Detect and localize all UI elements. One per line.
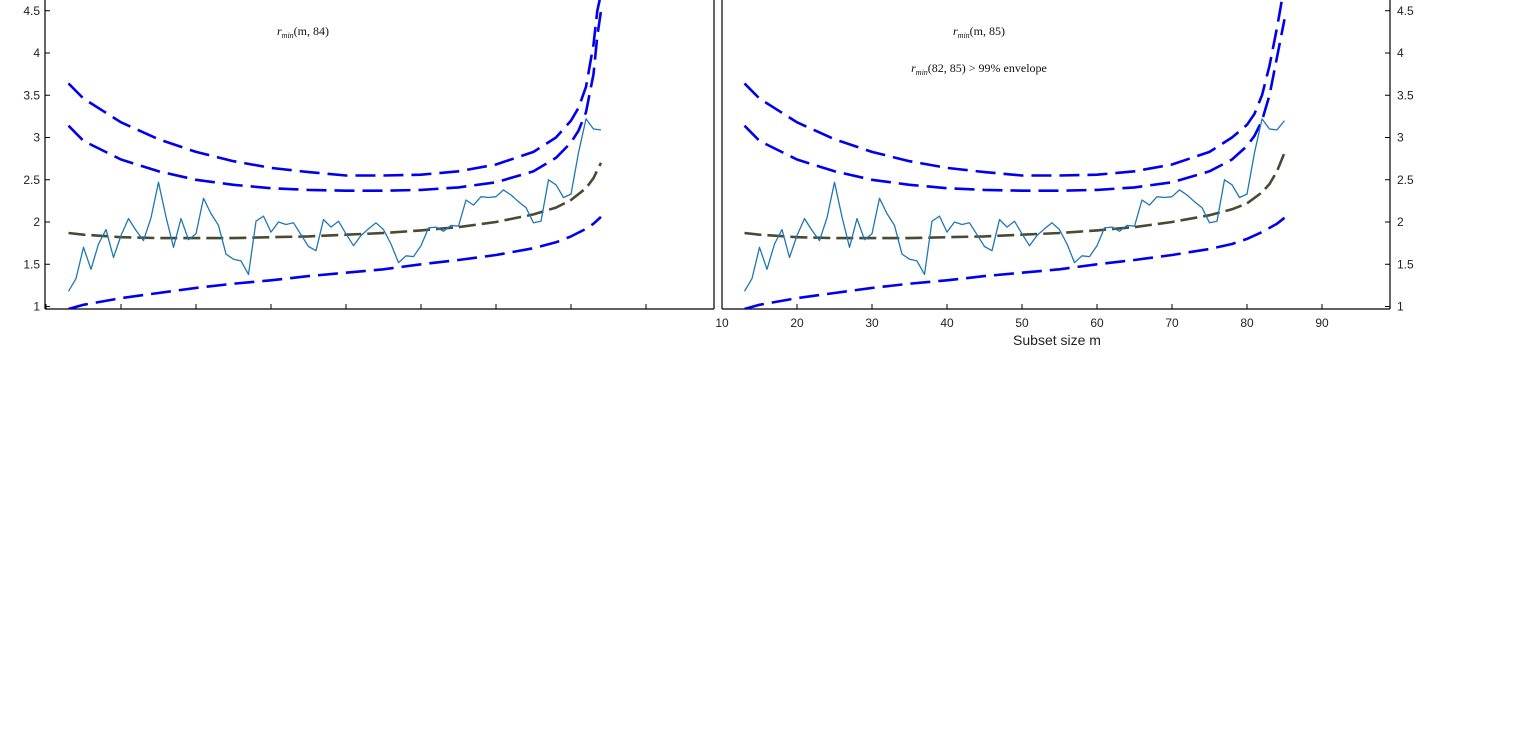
y-tick-label: 3 (1397, 131, 1404, 145)
right-panel: 1 1.5 2 2.5 3 3.5 4 4.5 10 20 30 40 50 60 70 80 90 Subset… (715, 0, 1414, 348)
x-tick-label: 10 (715, 316, 729, 330)
plot-area (67, 0, 603, 309)
axes: 1 1.5 2 2.5 3 3.5 4 4.5 (23, 0, 715, 314)
y-tick-label: 3.5 (1397, 88, 1414, 102)
envelope-series-line (744, 216, 1286, 309)
y-tick-label: 3.5 (23, 88, 40, 102)
observed-series-line (67, 118, 602, 292)
y-tick-label: 1.5 (1397, 257, 1414, 271)
y-tick-label: 1.5 (23, 257, 40, 271)
annotation-exceedance-label: rmin(82, 85) > 99% envelope (911, 61, 1047, 77)
x-axis-title: Subset size m (1013, 332, 1101, 348)
x-tick-label: 80 (1240, 316, 1254, 330)
x-tick-label: 50 (1015, 316, 1029, 330)
annotation-label: rmin(m, 85) (953, 24, 1005, 40)
annotation-label: rmin(m, 84) (277, 24, 329, 40)
left-panel: 1 1.5 2 2.5 3 3.5 4 4.5 rmin(m, 84) (23, 0, 715, 314)
plot-area (743, 0, 1286, 309)
x-tick-label: 20 (790, 316, 804, 330)
y-tick-label: 4.5 (23, 4, 40, 18)
x-tick-label: 90 (1315, 316, 1329, 330)
x-tick-label: 40 (940, 316, 954, 330)
x-tick-label: 30 (865, 316, 879, 330)
envelope-series-line (67, 10, 603, 192)
y-tick-label: 2 (1397, 215, 1404, 229)
median-series-line (744, 152, 1286, 240)
y-tick-label: 2.5 (23, 173, 40, 187)
y-tick-label: 3 (33, 131, 40, 145)
y-tick-label: 2 (33, 215, 40, 229)
envelope-series-line (743, 0, 1284, 177)
y-tick-label: 1 (1397, 300, 1404, 314)
envelope-series-line (68, 215, 602, 309)
y-tick-label: 4.5 (1397, 4, 1414, 18)
x-tick-label: 70 (1165, 316, 1179, 330)
x-tick-label: 60 (1090, 316, 1104, 330)
observed-series-line (743, 118, 1286, 292)
envelope-series-line (743, 18, 1286, 192)
y-tick-label: 4 (33, 46, 40, 60)
y-tick-label: 4 (1397, 46, 1404, 60)
envelope-series-line (67, 0, 601, 177)
median-series-line (68, 162, 603, 240)
y-tick-label: 2.5 (1397, 173, 1414, 187)
axes: 1 1.5 2 2.5 3 3.5 4 4.5 10 20 30 40 50 60 70 80 90 Subset… (715, 0, 1414, 348)
y-tick-label: 1 (33, 300, 40, 314)
